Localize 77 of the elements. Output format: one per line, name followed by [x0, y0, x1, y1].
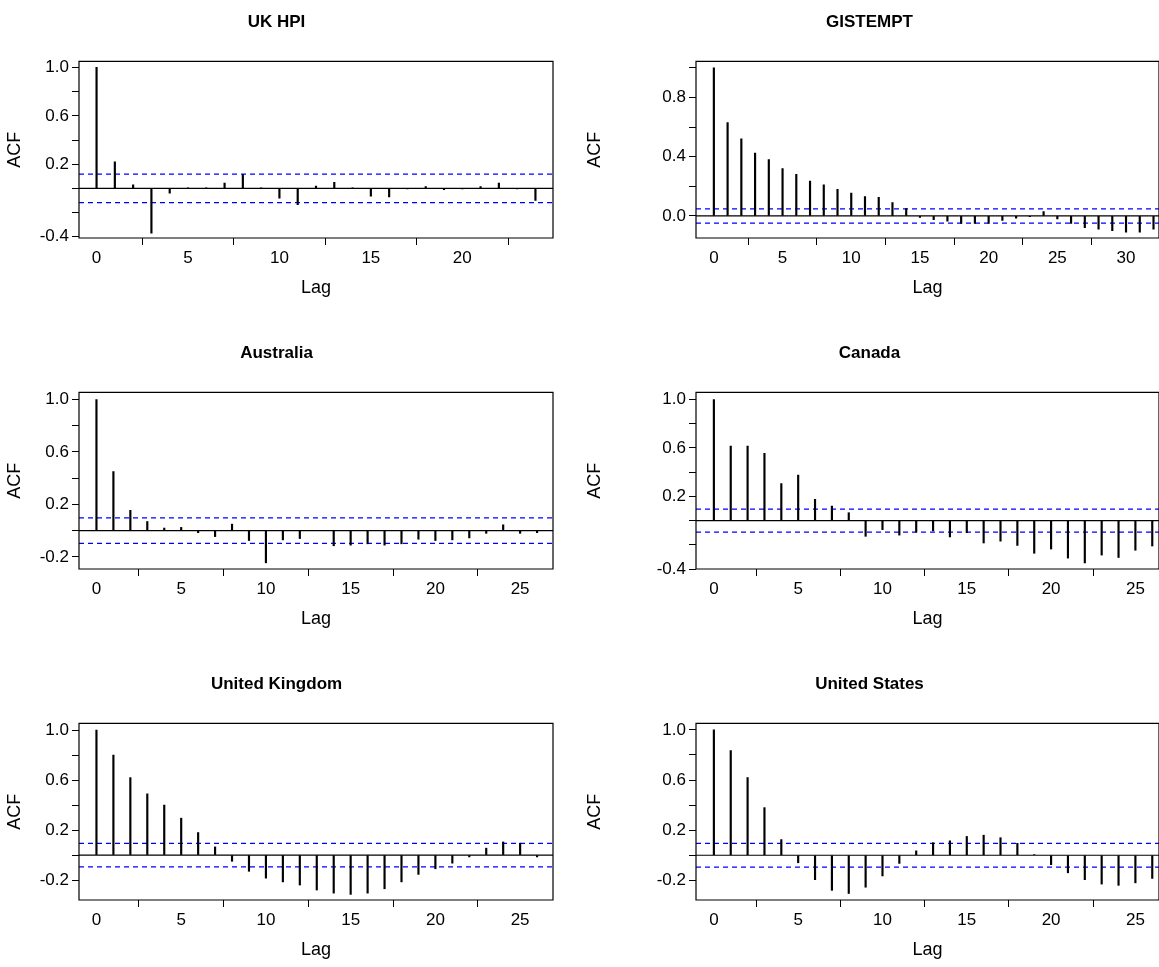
- x-tick-label: 15: [341, 909, 361, 929]
- x-tick-label: 20: [979, 247, 999, 267]
- y-axis-title: ACF: [583, 793, 604, 830]
- x-axis-title: Lag: [912, 608, 943, 629]
- x-tick-label: 25: [1125, 909, 1145, 929]
- x-tick-label: 10: [256, 909, 276, 929]
- chart-title: United States: [815, 673, 924, 693]
- x-tick-label: 10: [841, 247, 861, 267]
- x-tick-label: 25: [510, 909, 530, 929]
- x-tick-label: 5: [176, 578, 186, 598]
- y-axis-title: ACF: [3, 131, 24, 168]
- y-tick-label: 1.0: [662, 389, 686, 409]
- y-axis-title: ACF: [583, 462, 604, 499]
- y-axis-title: ACF: [583, 131, 604, 168]
- x-tick-label: 0: [91, 247, 102, 267]
- y-tick-label: 0.8: [662, 87, 686, 107]
- y-tick-label: 1.0: [45, 57, 69, 77]
- x-axis-title: Lag: [912, 939, 943, 960]
- y-tick-label: -0.4: [656, 558, 686, 578]
- x-tick-label: 15: [910, 247, 930, 267]
- x-tick-label: 10: [269, 247, 289, 267]
- x-axis-title: Lag: [300, 939, 332, 960]
- y-tick-label: 0.6: [45, 769, 69, 789]
- y-axis-title: ACF: [3, 462, 24, 499]
- y-tick-label: 0.2: [45, 494, 69, 514]
- x-tick-label: 25: [1125, 578, 1145, 598]
- x-tick-label: 0: [709, 578, 719, 598]
- x-axis-title: Lag: [300, 277, 332, 298]
- x-tick-label: 5: [183, 247, 193, 267]
- x-tick-label: 0: [91, 578, 102, 598]
- y-tick-label: -0.2: [39, 869, 69, 889]
- x-tick-label: 20: [425, 909, 445, 929]
- y-tick-label: 0.2: [45, 153, 69, 173]
- y-tick-label: 0.0: [662, 205, 686, 225]
- x-tick-label: 5: [176, 909, 186, 929]
- chart-title: UK HPI: [247, 11, 306, 31]
- x-tick-label: 25: [510, 578, 530, 598]
- chart-title: Australia: [240, 342, 314, 362]
- y-tick-label: -0.4: [39, 226, 69, 246]
- chart-title: United Kingdom: [210, 673, 343, 693]
- y-tick-label: 0.6: [45, 441, 69, 461]
- chart-title: Canada: [838, 342, 901, 362]
- y-tick-label: 1.0: [45, 719, 69, 739]
- y-tick-label: 0.2: [662, 819, 686, 839]
- y-axis-title: ACF: [3, 793, 24, 830]
- x-tick-label: 30: [1116, 247, 1136, 267]
- x-tick-label: 10: [873, 909, 892, 929]
- x-tick-label: 0: [709, 909, 719, 929]
- x-tick-label: 5: [793, 578, 803, 598]
- x-tick-label: 10: [256, 578, 276, 598]
- x-tick-label: 20: [1041, 909, 1061, 929]
- x-tick-label: 20: [1041, 578, 1061, 598]
- x-tick-label: 15: [341, 578, 361, 598]
- y-tick-label: 0.2: [662, 486, 686, 506]
- x-axis-title: Lag: [912, 277, 943, 298]
- x-tick-label: 25: [1047, 247, 1067, 267]
- y-tick-label: 1.0: [45, 389, 69, 409]
- x-axis-title: Lag: [300, 608, 332, 629]
- x-tick-label: 20: [452, 247, 472, 267]
- x-tick-label: 20: [425, 578, 445, 598]
- y-tick-label: 0.6: [662, 769, 686, 789]
- y-tick-label: -0.2: [39, 546, 69, 566]
- x-tick-label: 5: [777, 247, 788, 267]
- y-tick-label: 0.6: [45, 105, 69, 125]
- y-tick-label: 1.0: [662, 719, 686, 739]
- y-tick-label: 0.2: [45, 819, 69, 839]
- x-tick-label: 15: [957, 909, 977, 929]
- x-tick-label: 5: [793, 909, 803, 929]
- y-tick-label: 0.6: [662, 437, 686, 457]
- x-tick-label: 15: [957, 578, 977, 598]
- chart-title: GISTEMPT: [826, 11, 914, 31]
- x-tick-label: 0: [91, 909, 102, 929]
- x-tick-label: 0: [709, 247, 719, 267]
- x-tick-label: 10: [873, 578, 892, 598]
- x-tick-label: 15: [361, 247, 381, 267]
- y-tick-label: 0.4: [662, 146, 686, 166]
- y-tick-label: -0.2: [656, 870, 686, 890]
